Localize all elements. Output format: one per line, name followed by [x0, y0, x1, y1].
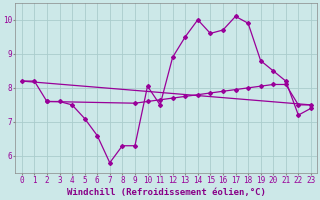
X-axis label: Windchill (Refroidissement éolien,°C): Windchill (Refroidissement éolien,°C) [67, 188, 266, 197]
